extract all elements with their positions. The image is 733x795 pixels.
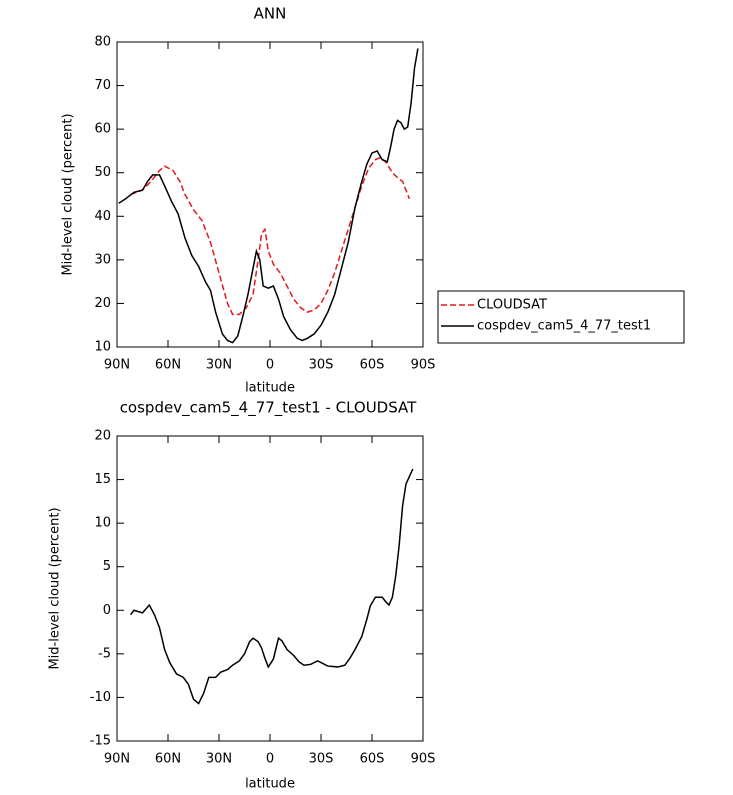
y-tick-label: 60 (94, 122, 111, 137)
x-tick-label: 0 (266, 752, 274, 767)
y-tick-label: 80 (94, 35, 111, 50)
chart-title: cospdev_cam5_4_77_test1 - CLOUDSAT (120, 399, 417, 418)
plot-frame (116, 41, 424, 348)
data-line (118, 48, 419, 344)
x-axis-label: latitude (245, 777, 295, 792)
plot-frame (116, 435, 424, 742)
y-tick-label: 10 (94, 516, 111, 531)
x-tick-label: 90N (104, 752, 130, 767)
y-tick-label: 50 (94, 165, 111, 180)
legend-label: cospdev_cam5_4_77_test1 (477, 319, 651, 334)
x-tick-label: 0 (266, 358, 274, 373)
x-tick-label: 30S (309, 752, 334, 767)
legend-box (437, 290, 685, 344)
x-tick-label: 60N (155, 358, 181, 373)
x-tick-label: 30N (206, 752, 232, 767)
x-tick-label: 90S (411, 358, 436, 373)
x-tick-label: 60S (360, 358, 385, 373)
y-tick-label: 15 (94, 472, 111, 487)
y-tick-label: 10 (94, 340, 111, 355)
chart-title: ANN (254, 5, 287, 23)
y-tick-label: 40 (94, 209, 111, 224)
y-axis-label: Mid-level cloud (percent) (61, 113, 76, 275)
legend: CLOUDSAT cospdev_cam5_4_77_test1 (437, 290, 685, 344)
y-tick-label: 20 (94, 296, 111, 311)
legend-label: CLOUDSAT (477, 298, 547, 313)
x-axis-label: latitude (245, 381, 295, 396)
x-tick-label: 60N (155, 752, 181, 767)
x-tick-label: 30S (309, 358, 334, 373)
y-tick-label: -10 (90, 690, 111, 705)
y-tick-label: 70 (94, 78, 111, 93)
x-tick-label: 30N (206, 358, 232, 373)
data-line (130, 468, 414, 705)
y-tick-label: 30 (94, 252, 111, 267)
x-tick-label: 60S (360, 752, 385, 767)
x-tick-label: 90N (104, 358, 130, 373)
y-tick-label: -15 (90, 734, 111, 749)
x-tick-label: 90S (411, 752, 436, 767)
y-tick-label: 0 (103, 603, 111, 618)
y-tick-label: -5 (98, 646, 111, 661)
y-tick-label: 5 (103, 559, 111, 574)
y-tick-label: 20 (94, 429, 111, 444)
data-line (130, 156, 411, 316)
y-axis-label: Mid-level cloud (percent) (48, 507, 63, 669)
